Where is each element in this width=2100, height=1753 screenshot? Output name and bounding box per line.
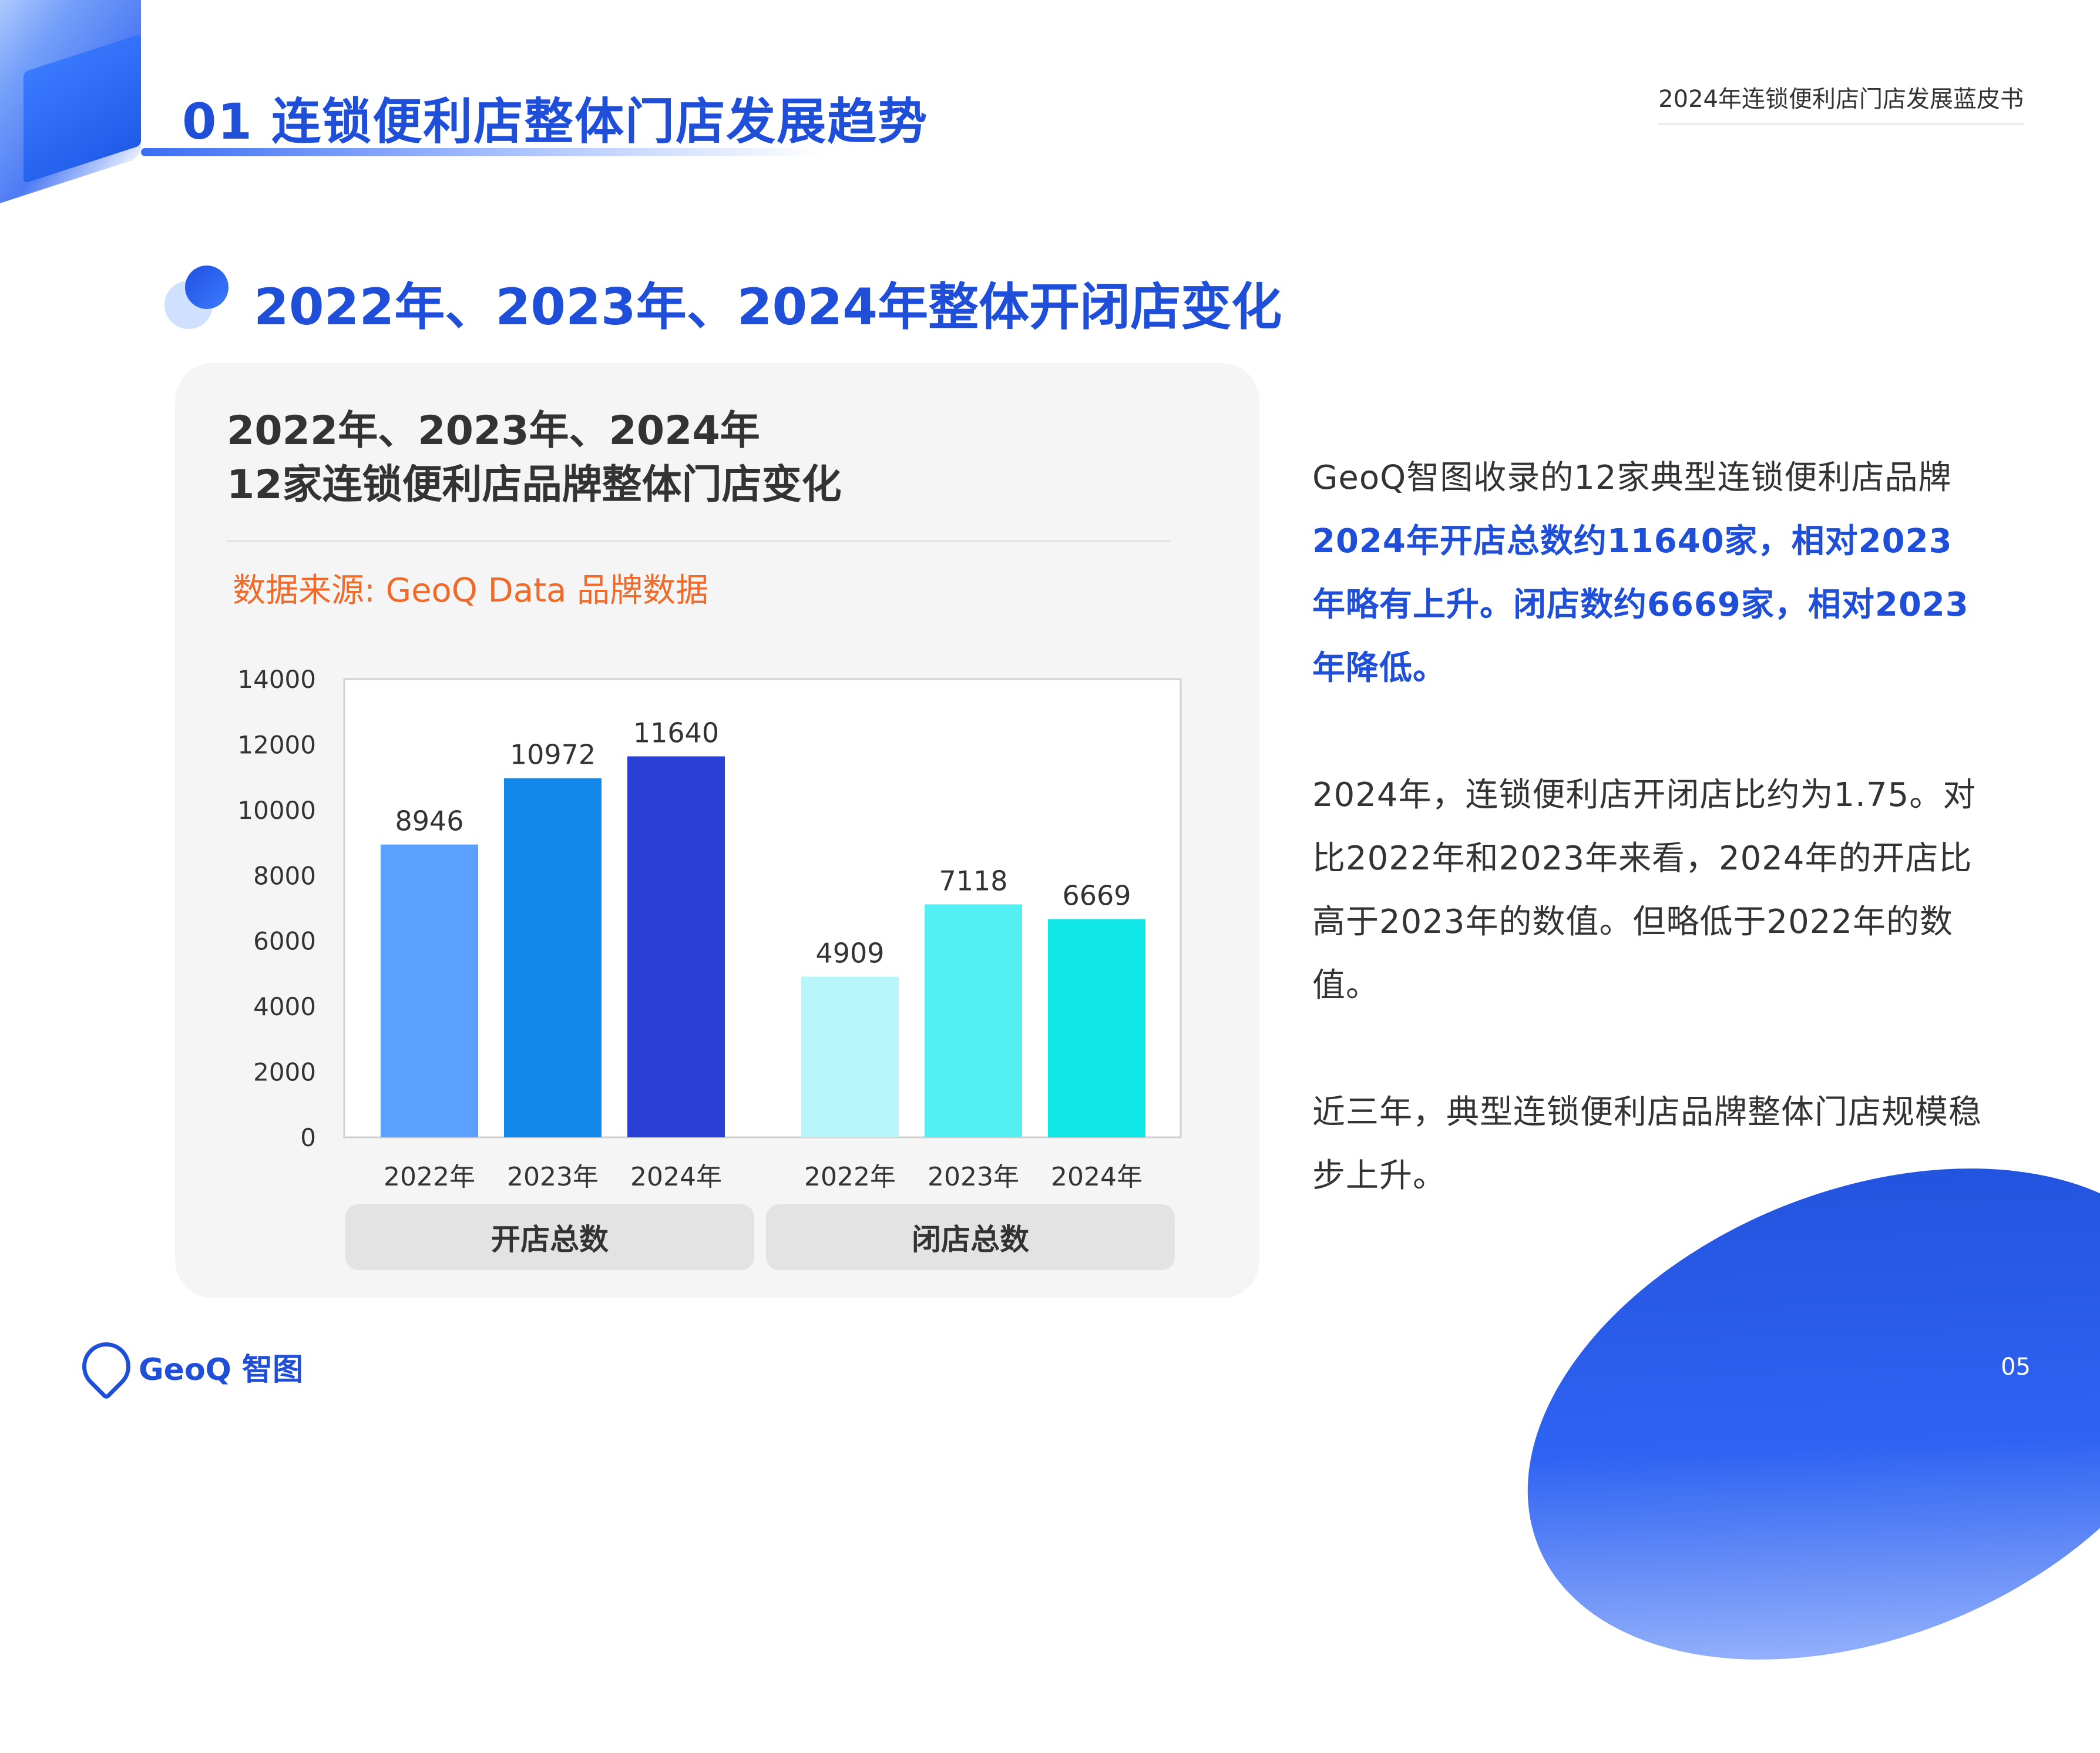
chart-divider: [227, 540, 1170, 542]
y-tick-label: 2000: [253, 1058, 316, 1087]
bar: [801, 976, 899, 1137]
y-tick-label: 0: [300, 1123, 316, 1152]
y-tick-label: 4000: [253, 992, 316, 1021]
x-tick-label: 2024年: [1051, 1162, 1143, 1192]
group-label-open: 开店总数: [345, 1204, 754, 1270]
summary-paragraph-3: 近三年，典型连锁便利店品牌整体门店规模稳步上升。: [1312, 1093, 1982, 1195]
x-tick-label: 2022年: [804, 1162, 896, 1192]
x-tick-label: 2022年: [384, 1162, 475, 1192]
bar-value-label: 8946: [395, 805, 463, 837]
plot-area: [343, 678, 1182, 1139]
summary-text: GeoQ智图收录的12家典型连锁便利店品牌: [1312, 459, 1952, 497]
bar-value-label: 11640: [633, 717, 719, 748]
geoq-logo-icon: [72, 1332, 140, 1401]
bar: [1048, 919, 1145, 1137]
x-tick-label: 2023年: [928, 1162, 1019, 1192]
section-title: 2022年、2023年、2024年整体开闭店变化: [254, 278, 1282, 337]
bar: [925, 904, 1022, 1137]
chart-title: 2022年、2023年、2024年 12家连锁便利店品牌整体门店变化: [227, 408, 842, 508]
bar-value-label: 7118: [939, 865, 1007, 896]
header-section-title: 01 连锁便利店整体门店发展趋势: [182, 93, 929, 150]
y-tick-label: 6000: [253, 927, 316, 956]
summary-paragraph-2: 2024年，连锁便利店开闭店比约为1.75。对比2022年和2023年来看，20…: [1312, 776, 1977, 1005]
logo-text: GeoQ 智图: [139, 1352, 303, 1388]
x-tick-label: 2024年: [630, 1162, 722, 1192]
summary-paragraph-1: GeoQ智图收录的12家典型连锁便利店品牌 2024年开店总数约11640家，相对…: [1312, 446, 1982, 700]
bar-value-label: 4909: [815, 937, 884, 969]
chart-source: 数据来源: GeoQ Data 品牌数据: [233, 572, 709, 610]
report-name: 2024年连锁便利店门店发展蓝皮书: [1658, 80, 2024, 125]
group-label-close: 闭店总数: [766, 1204, 1175, 1270]
y-tick-label: 14000: [237, 665, 316, 694]
y-tick-label: 8000: [253, 861, 316, 890]
footer-logo: GeoQ 智图: [72, 1332, 303, 1401]
header-underline: [141, 148, 822, 156]
y-tick-label: 10000: [237, 796, 316, 825]
y-tick-label: 12000: [237, 730, 316, 759]
bar: [504, 778, 602, 1137]
summary-highlight: 2024年开店总数约11640家，相对2023年略有上升。闭店数约6669家，相…: [1312, 522, 1969, 687]
x-tick-label: 2023年: [507, 1162, 599, 1192]
page-number: 05: [2001, 1354, 2031, 1381]
bar: [381, 844, 478, 1137]
bar-value-label: 10972: [510, 739, 596, 771]
bullet-dot: [185, 266, 229, 309]
bar: [627, 756, 725, 1137]
bar-chart: 0 2000 4000 6000 8000 10000 12000 14000 8946 2022…: [237, 665, 1182, 1192]
bar-value-label: 6669: [1062, 879, 1131, 911]
